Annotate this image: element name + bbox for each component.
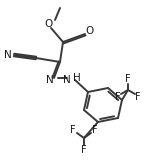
Text: O: O [45, 19, 53, 29]
Text: N: N [46, 75, 54, 85]
Text: N: N [4, 50, 12, 60]
Text: F: F [70, 125, 76, 135]
Text: F: F [135, 92, 141, 102]
Text: F: F [115, 92, 121, 102]
Text: F: F [92, 125, 98, 135]
Text: N: N [63, 75, 71, 85]
Text: F: F [125, 74, 131, 84]
Text: O: O [86, 26, 94, 36]
Text: F: F [81, 145, 87, 155]
Text: H: H [73, 73, 81, 83]
